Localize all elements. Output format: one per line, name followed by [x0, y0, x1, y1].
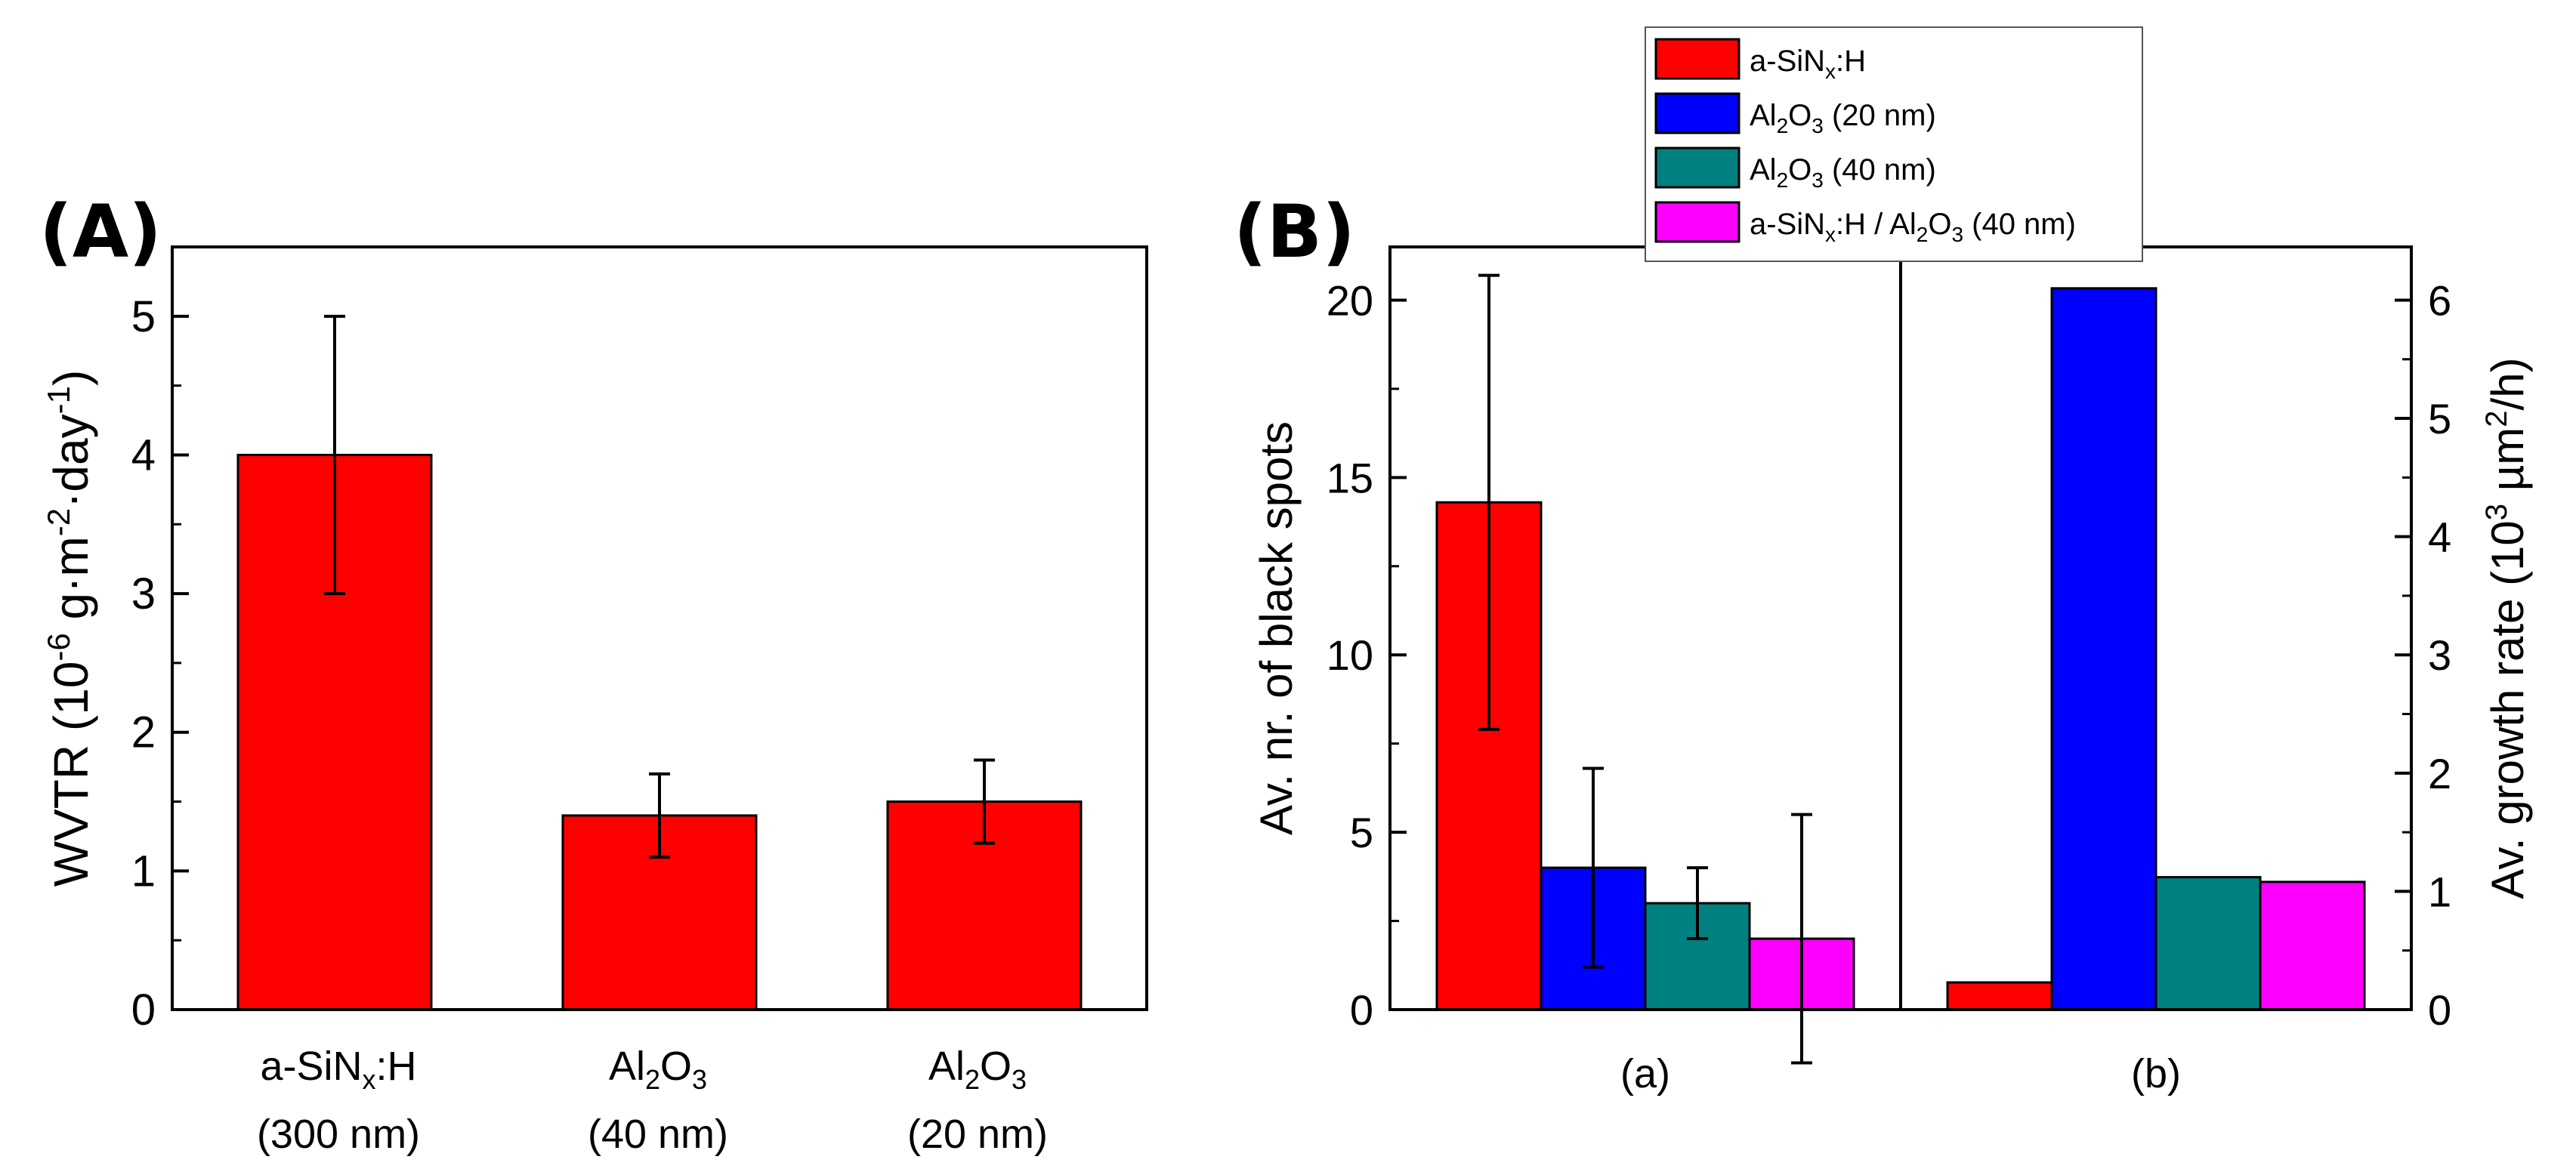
panel-b-bar-b-1 [1946, 981, 2053, 1011]
panel-a-bars [236, 453, 1083, 1011]
legend-swatch-red [1654, 38, 1740, 80]
panel-a-y-tick-label: 3 [131, 569, 156, 618]
panel-b-bars [1435, 287, 2366, 1011]
legend-label-4: a-SiNx:H / Al2O3 (40 nm) [1750, 208, 2076, 246]
panel-b-right-y-axis-title: Av. growth rate (103 µm2/h) [2480, 357, 2533, 899]
panel-b-group-label-b: (b) [2131, 1051, 2181, 1096]
legend-swatch-magenta [1654, 201, 1740, 243]
panel-b-right-y-tick-label: 5 [2428, 395, 2451, 443]
panel-a-x-sublabel-3: (20 nm) [907, 1112, 1048, 1157]
panel-b-left-y-axis-title: Av. nr. of black spots [1251, 421, 1302, 835]
panel-b-left-y-tick-label: 5 [1350, 809, 1373, 856]
panel-b-bar-b-3 [2154, 876, 2262, 1011]
panel-b-left-y-axis: 0 5 10 15 20 [1327, 276, 1407, 1034]
legend-label-3: Al2O3 (40 nm) [1750, 153, 1936, 192]
panel-b-left-y-tick-label: 15 [1327, 454, 1373, 501]
panel-a-frame [171, 245, 1148, 1011]
panel-b-label: (B) [1234, 190, 1355, 274]
legend-swatch-teal [1654, 146, 1740, 189]
panel-a-y-axis: 0 1 2 3 4 5 [131, 292, 189, 1035]
panel-b-right-y-tick-label: 3 [2428, 631, 2451, 679]
panel-b-bar-b-2 [2050, 287, 2157, 1011]
panel-b-right-y-axis: 0 1 2 3 4 5 6 [2395, 276, 2451, 1034]
panel-a-x-sublabel-2: (40 nm) [588, 1112, 728, 1157]
panel-b-error-bars [1478, 273, 1812, 1065]
panel-a-y-tick-label: 5 [131, 292, 156, 341]
panel-b-left-y-tick-label: 0 [1350, 986, 1373, 1034]
panel-b-bar-b-4 [2259, 880, 2366, 1011]
panel-b-left-y-tick-label: 10 [1327, 631, 1373, 679]
panel-a-x-label-2: Al2O3 [609, 1044, 707, 1095]
panel-a-error-bars [324, 314, 995, 859]
panel-a-y-tick-label: 2 [131, 708, 156, 757]
panel-a-x-label-3: Al2O3 [928, 1044, 1027, 1095]
legend-label-2: Al2O3 (20 nm) [1750, 99, 1936, 137]
panel-b-right-y-tick-label: 1 [2428, 868, 2451, 915]
panel-a-y-tick-label: 1 [131, 847, 156, 896]
legend-swatch-blue [1654, 92, 1740, 134]
panel-a-y-tick-label: 4 [131, 430, 156, 480]
panel-a-x-sublabel-1: (300 nm) [257, 1112, 420, 1157]
panel-b-right-y-tick-label: 4 [2428, 513, 2451, 561]
panel-b-left-y-tick-label: 20 [1327, 276, 1373, 324]
panel-b-right-y-tick-label: 2 [2428, 750, 2451, 797]
panel-b-right-y-tick-label: 0 [2428, 986, 2451, 1034]
panel-b-legend: a-SiNx:H Al2O3 (20 nm) Al2O3 (40 nm) a-S… [1645, 26, 2143, 262]
panel-b-group-label-a: (a) [1620, 1051, 1670, 1096]
legend-label-1: a-SiNx:H [1750, 45, 1866, 83]
panel-a-y-tick-label: 0 [131, 985, 156, 1035]
panel-a-label: (A) [39, 190, 162, 274]
panel-a-y-axis-title: WVTR (10-6 g·m-2·day-1) [41, 370, 98, 887]
panel-a-x-label-1: a-SiNx:H [260, 1044, 416, 1095]
panel-b-right-y-tick-label: 6 [2428, 276, 2451, 324]
